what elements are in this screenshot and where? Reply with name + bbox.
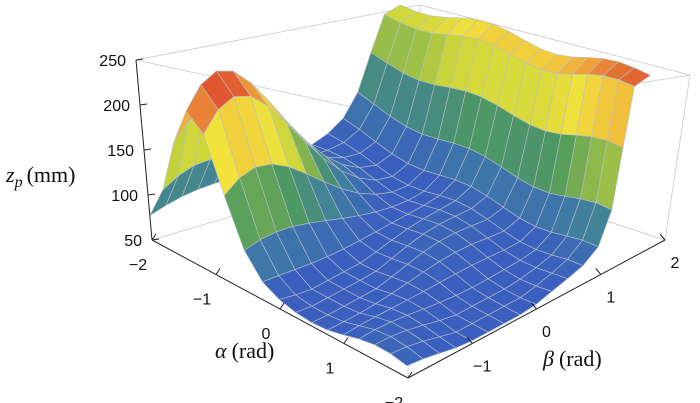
z-tick-label: 50 bbox=[124, 233, 142, 250]
y-tick-label: −1 bbox=[473, 359, 491, 376]
x-tick-label: 0 bbox=[262, 326, 271, 343]
x-tick-label: 1 bbox=[326, 361, 335, 378]
z-tick-label: 200 bbox=[103, 98, 130, 115]
z-tick-label: 150 bbox=[107, 143, 134, 160]
y-tick-label: 1 bbox=[606, 290, 615, 307]
tick-labels: 50 100 150 200 250 −2 −1 0 1 −2 −1 0 1 2 bbox=[99, 53, 679, 403]
box-edge-back-right bbox=[419, 4, 691, 76]
y-tick-mark bbox=[659, 233, 666, 241]
x-tick-mark bbox=[215, 268, 221, 275]
x-tick-mark bbox=[279, 302, 285, 310]
y-tick-mark bbox=[595, 268, 602, 275]
surface-mesh bbox=[148, 4, 652, 367]
z-axis-label: zp (mm) bbox=[5, 162, 75, 191]
x-tick-mark bbox=[343, 337, 349, 344]
z-tick-mark bbox=[147, 193, 156, 196]
z-tick-label: 250 bbox=[99, 53, 126, 70]
surface-patch bbox=[389, 346, 424, 367]
y-tick-mark bbox=[466, 337, 473, 344]
z-tick-label: 100 bbox=[111, 188, 138, 205]
z-tick-mark bbox=[143, 148, 152, 151]
y-tick-mark bbox=[531, 302, 537, 310]
z-tick-mark bbox=[151, 238, 160, 241]
y-axis-label: β (rad) bbox=[542, 346, 602, 371]
x-axis-label: α (rad) bbox=[215, 338, 274, 363]
z-tick-mark bbox=[135, 58, 144, 61]
x-tick-mark bbox=[407, 371, 413, 379]
z-tick-mark bbox=[139, 103, 148, 106]
box-edge-back-left bbox=[135, 4, 421, 61]
x-tick-label: −2 bbox=[385, 395, 403, 403]
y-tick-label: 0 bbox=[542, 324, 551, 341]
x-tick-label: −1 bbox=[193, 292, 211, 309]
x-tick-label: −2 bbox=[129, 257, 147, 274]
y-tick-label: 2 bbox=[671, 255, 680, 272]
box-edge-right-vertical bbox=[664, 74, 691, 241]
x-tick-mark bbox=[151, 233, 157, 241]
